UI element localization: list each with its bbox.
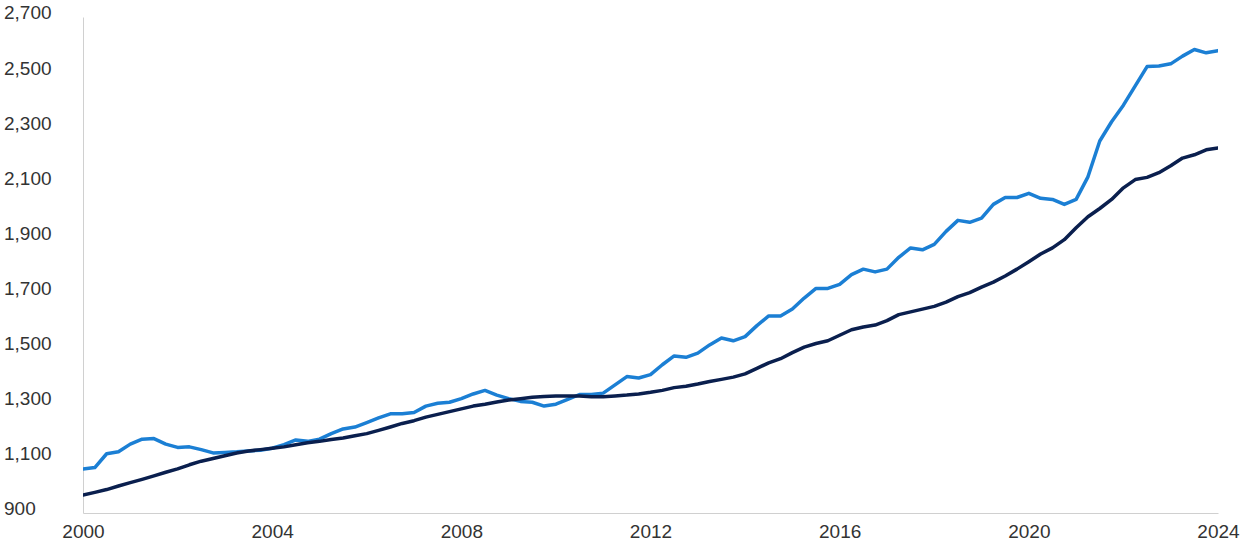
y-tick-label: 1,700 — [4, 278, 52, 299]
x-tick-label: 2020 — [1008, 521, 1050, 542]
x-axis: 2000 2004 2008 2012 2016 2020 2024 — [62, 513, 1240, 542]
y-tick-label: 2,100 — [4, 168, 52, 189]
y-tick: 2,100 — [4, 168, 83, 189]
x-tick: 2024 — [1197, 513, 1240, 542]
y-tick-label: 2,700 — [4, 2, 52, 23]
y-tick: 2,300 — [4, 113, 83, 134]
y-tick: 1,700 — [4, 278, 83, 299]
x-tick: 2016 — [819, 513, 861, 542]
y-tick-label: 1,500 — [4, 333, 52, 354]
x-axis-line — [84, 513, 1219, 514]
y-tick-label: 1,300 — [4, 388, 52, 409]
y-tick-label: 2,300 — [4, 113, 52, 134]
x-tick: 2000 — [62, 513, 104, 542]
plot: 900 1,100 1,300 1,500 1,700 1,900 2,100 2,300 2,… — [4, 2, 1240, 542]
x-tick-label: 2008 — [441, 521, 483, 542]
y-tick: 1,500 — [4, 333, 83, 354]
x-tick: 2012 — [630, 513, 672, 542]
y-tick-label: 1,100 — [4, 443, 52, 464]
x-tick-label: 2024 — [1197, 521, 1240, 542]
chart: 900 1,100 1,300 1,500 1,700 1,900 2,100 2,300 2,… — [0, 0, 1250, 556]
x-tick: 2020 — [1008, 513, 1050, 542]
y-tick: 2,700 — [4, 2, 83, 23]
x-tick-label: 2004 — [252, 521, 295, 542]
x-tick-label: 2012 — [630, 521, 672, 542]
y-tick: 1,300 — [4, 388, 83, 409]
y-tick: 900 — [4, 498, 83, 519]
x-tick: 2008 — [441, 513, 483, 542]
series-line — [83, 50, 1218, 469]
y-tick-label: 900 — [4, 498, 36, 519]
x-tick-label: 2000 — [62, 521, 104, 542]
x-tick-label: 2016 — [819, 521, 861, 542]
y-axis-line — [83, 18, 84, 514]
y-tick: 1,900 — [4, 223, 83, 244]
y-tick-label: 1,900 — [4, 223, 52, 244]
y-tick: 1,100 — [4, 443, 83, 464]
x-tick: 2004 — [252, 513, 295, 542]
y-tick-label: 2,500 — [4, 58, 52, 79]
y-axis: 900 1,100 1,300 1,500 1,700 1,900 2,100 2,300 2,… — [4, 2, 84, 519]
y-tick: 2,500 — [4, 58, 83, 79]
series-line — [83, 148, 1218, 495]
lines — [83, 50, 1218, 496]
